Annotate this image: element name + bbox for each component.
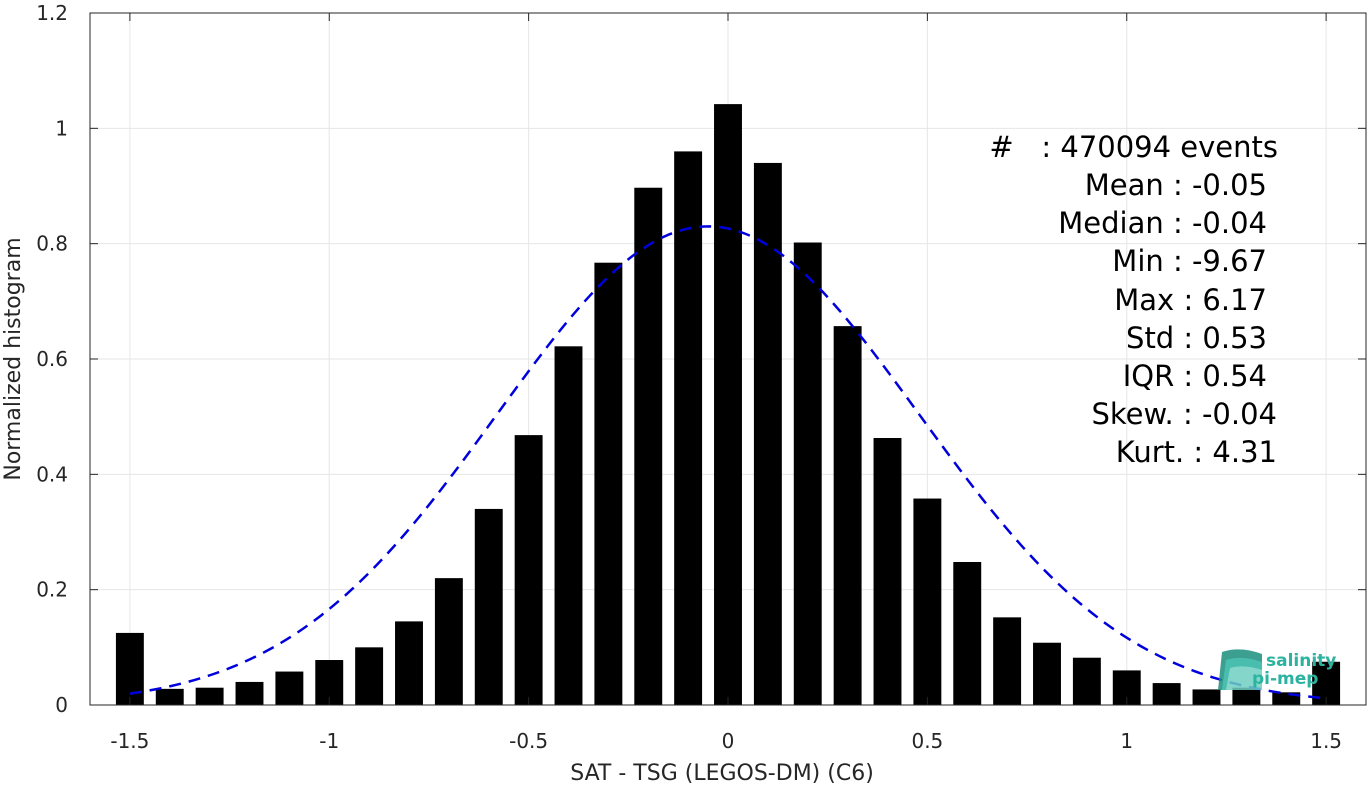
y-axis-ticks: 0 0.2 0.4 0.6 0.8 1 1.2 xyxy=(36,1,1366,717)
y-tick-label: 0.2 xyxy=(36,578,68,602)
salinity-pimep-logo: salinity pi-mep xyxy=(1218,649,1336,690)
gaussian-fit-curve xyxy=(129,225,1327,700)
histogram-bar xyxy=(993,617,1022,705)
y-tick-label: 0.4 xyxy=(36,462,68,486)
statistics-box: # : 470094 events Mean : -0.05 Median : … xyxy=(989,130,1278,469)
stats-kurtosis: Kurt. : 4.31 xyxy=(1116,435,1277,469)
histogram-bar xyxy=(434,578,463,705)
histogram-bar xyxy=(953,561,982,705)
x-tick-label: 1 xyxy=(1120,729,1133,753)
logo-text-salinity: salinity xyxy=(1266,651,1336,671)
stats-mean: Mean : -0.05 xyxy=(1085,168,1267,202)
x-axis-ticks: -1.5 -1 -0.5 0 0.5 1 1.5 xyxy=(110,13,1342,753)
logo-wave-icon xyxy=(1218,649,1262,690)
histogram-bar xyxy=(395,621,423,705)
x-tick-label: -0.5 xyxy=(509,729,548,753)
histogram-bar xyxy=(873,438,902,705)
histogram-bar xyxy=(115,632,144,705)
histogram-bar xyxy=(1033,642,1061,705)
histogram-bar xyxy=(474,508,503,705)
histogram-bar xyxy=(913,498,942,705)
histogram-bar xyxy=(753,162,782,705)
histogram-bar xyxy=(235,681,264,705)
x-tick-label: 1.5 xyxy=(1310,729,1342,753)
histogram-bar xyxy=(554,346,583,705)
histogram-bar xyxy=(793,242,822,705)
histogram-bar xyxy=(1232,687,1261,705)
stats-max: Max : 6.17 xyxy=(1114,283,1267,317)
histogram-bar xyxy=(1152,683,1181,705)
stats-skewness: Skew. : -0.04 xyxy=(1091,397,1277,431)
histogram-bar xyxy=(275,671,304,705)
histogram-bar xyxy=(1072,657,1101,705)
y-tick-label: 0.6 xyxy=(36,347,68,371)
stats-events: # : 470094 events xyxy=(989,130,1278,164)
x-tick-label: -1 xyxy=(319,729,339,753)
histogram-bar xyxy=(155,688,184,705)
y-tick-label: 0 xyxy=(55,693,68,717)
x-tick-label: 0.5 xyxy=(911,729,943,753)
stats-std: Std : 0.53 xyxy=(1126,321,1267,355)
histogram-bars xyxy=(115,104,1341,706)
stats-min: Min : -9.67 xyxy=(1112,244,1267,278)
y-tick-label: 0.8 xyxy=(36,232,68,256)
stats-median: Median : -0.04 xyxy=(1058,206,1267,240)
y-tick-label: 1 xyxy=(55,116,68,140)
histogram-bar xyxy=(1192,689,1221,705)
y-tick-label: 1.2 xyxy=(36,1,68,25)
histogram-bar xyxy=(674,151,703,705)
histogram-bar xyxy=(714,104,742,705)
histogram-bar xyxy=(195,687,224,705)
histogram-bar xyxy=(634,187,663,706)
x-tick-label: 0 xyxy=(722,729,735,753)
x-axis-label: SAT - TSG (LEGOS-DM) (C6) xyxy=(570,761,874,785)
histogram-bar xyxy=(833,326,862,705)
histogram-bar xyxy=(594,262,623,705)
histogram-bar xyxy=(514,435,543,705)
logo-text-pimep: pi-mep xyxy=(1252,669,1318,689)
stats-iqr: IQR : 0.54 xyxy=(1123,359,1267,393)
y-axis-label: Normalized histogram xyxy=(1,237,26,480)
histogram-bar xyxy=(355,647,384,705)
x-tick-label: -1.5 xyxy=(110,729,149,753)
